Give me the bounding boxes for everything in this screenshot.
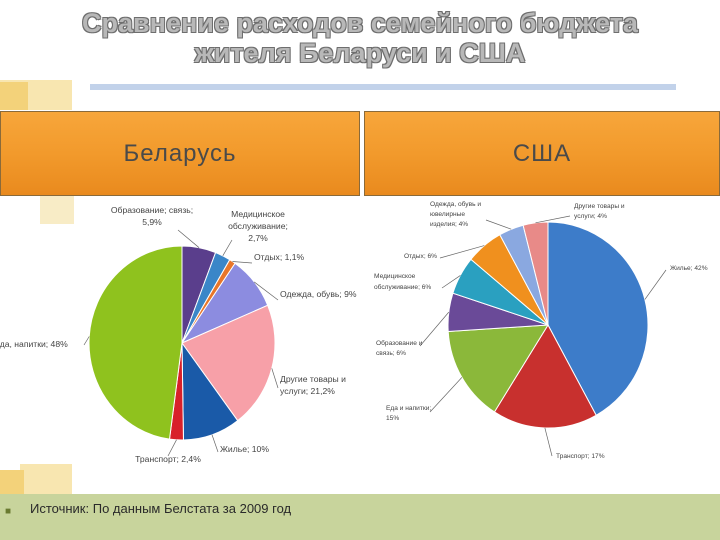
leader-line: [271, 368, 279, 389]
leader-line: [439, 245, 485, 259]
slice-label: Одежда, обувь и ювелирные изделия; 4%: [430, 200, 481, 228]
decor-square-3: [40, 196, 74, 224]
slice-label: Медицинское обслуживание; 2,7%: [228, 209, 288, 243]
leader-line: [544, 427, 553, 457]
footer-bullet-icon: ■: [5, 506, 12, 517]
leader-line: [485, 219, 512, 230]
panel-usa-title: США: [512, 140, 572, 167]
leader-line: [644, 269, 667, 300]
slice-label: Другие товары и услуги; 21,2%: [280, 374, 346, 396]
leader-line: [253, 281, 279, 301]
leader-line: [419, 311, 450, 347]
pie-slice: [522, 221, 549, 326]
slice-label: Транспорт; 2,4%: [135, 454, 201, 464]
title-line-1: Сравнение расходов семейного бюджета: [82, 8, 638, 38]
leader-line: [429, 377, 463, 413]
decor-square-2: [0, 82, 28, 110]
slice-label: Еда, напитки; 48%: [0, 339, 68, 349]
slice-label: Образование и связь; 6%: [376, 339, 423, 357]
panel-usa: США: [364, 111, 720, 196]
pie-chart-usa: Жилье; 42% Транспорт; 17% Еда и напитки; 15…: [374, 200, 708, 460]
slide-title: Сравнение расходов семейного бюджета жит…: [40, 8, 680, 68]
leader-line: [222, 239, 233, 256]
leader-line: [232, 261, 253, 264]
leader-line: [83, 336, 90, 346]
slice-label: Транспорт; 17%: [556, 453, 605, 460]
slice-label: Жилье; 42%: [670, 265, 708, 272]
slice-label: Отдых; 1,1%: [254, 252, 305, 262]
pie-slice: [88, 245, 183, 440]
leader-line: [177, 229, 200, 248]
slice-label: Медицинское обслуживание; 6%: [374, 273, 431, 291]
leader-line: [211, 434, 219, 453]
title-underline: [90, 84, 676, 90]
leader-line: [441, 275, 461, 289]
title-line-2: жителя Беларуси и США: [194, 38, 526, 68]
source-footer: ■ Источник: По данным Белстата за 2009 г…: [0, 494, 720, 540]
slice-label: Еда и напитки; 15%: [386, 405, 431, 422]
leader-line: [167, 439, 177, 457]
slice-label: Жилье; 10%: [220, 444, 269, 454]
pie-slice: [547, 221, 649, 416]
pie-slice: [181, 304, 276, 422]
slice-label: Другие товары и услуги; 4%: [574, 203, 625, 220]
slice-label: Отдых; 6%: [404, 253, 437, 260]
panel-belarus-title: Беларусь: [123, 140, 237, 167]
slice-label: Образование; связь; 5,9%: [111, 205, 193, 227]
slice-label: Одежда, обувь; 9%: [280, 289, 357, 299]
decor-square-4: [20, 464, 72, 494]
decor-square-5: [0, 470, 24, 494]
panel-belarus: Беларусь: [0, 111, 360, 196]
pie-chart-belarus: Образование; связь; 5,9% Медицинское обслуж…: [0, 205, 357, 464]
footer-source-text: Источник: По данным Белстата за 2009 год: [30, 501, 292, 516]
leader-line: [535, 215, 571, 224]
